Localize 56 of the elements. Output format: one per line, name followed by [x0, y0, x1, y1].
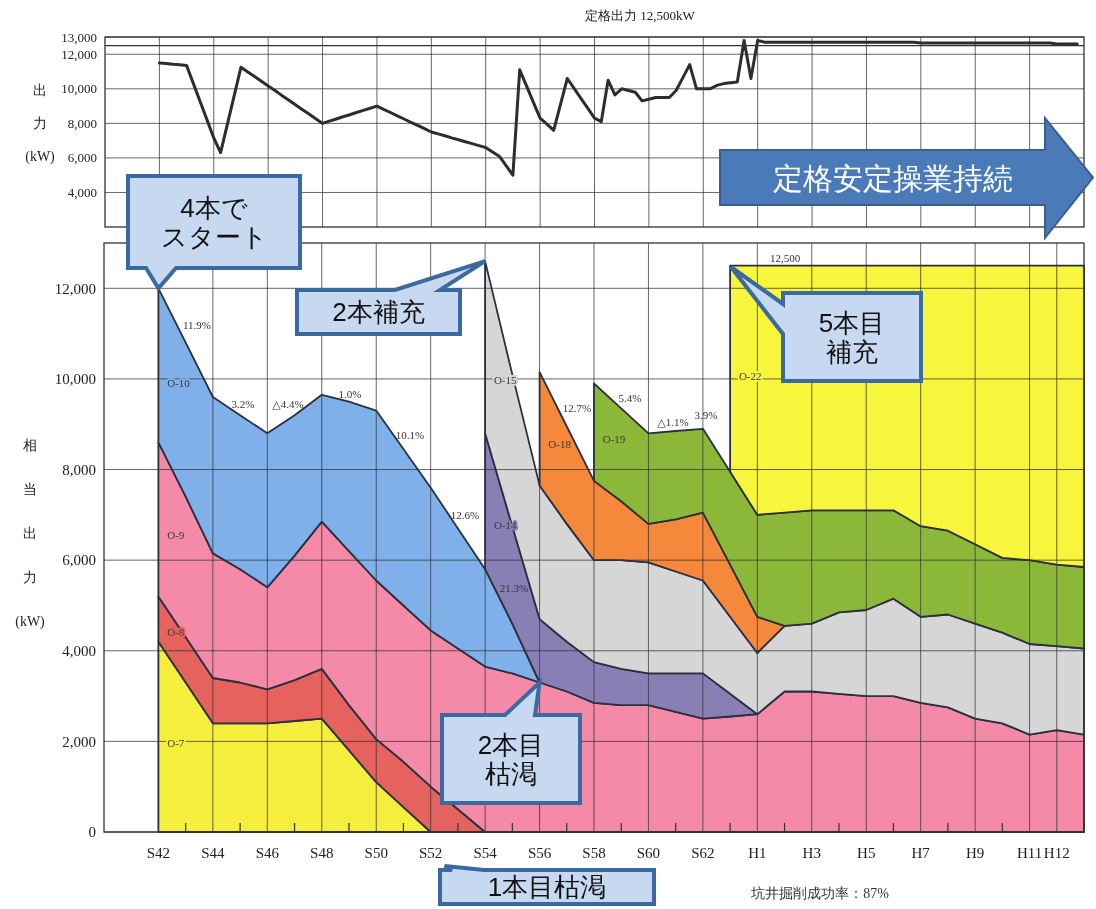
annotation: 2本補充 [332, 297, 425, 328]
x-tick-label: S56 [527, 845, 552, 861]
x-tick-label: H11 [1016, 845, 1043, 861]
y-tick-label: 12,000 [54, 280, 96, 297]
x-tick-label: S44 [201, 845, 226, 861]
chart-title: 定格出力 12,500kW [585, 8, 696, 23]
annotation: 12,500 [769, 252, 801, 264]
y-tick-label: 6,000 [67, 150, 97, 166]
annotation: 5本目補充 [818, 308, 886, 367]
x-tick-label: S58 [582, 845, 606, 861]
annotation: 21.3% [499, 582, 529, 594]
x-tick-label: S60 [636, 845, 661, 861]
x-tick-label: S50 [364, 845, 388, 861]
series-label: O-10 [167, 376, 191, 389]
text: 相当出力(kW) [15, 438, 45, 629]
y-tick-label: 8,000 [62, 461, 96, 478]
x-tick-label: H9 [965, 845, 985, 861]
text: 坑井掘削成功率：87% [750, 886, 890, 901]
annotation: 10.1% [395, 429, 425, 441]
annotation: 11.9% [182, 319, 212, 331]
y-tick-label: 4,000 [62, 643, 96, 660]
x-tick-label: H1 [748, 845, 767, 861]
y-tick-label: 10,000 [61, 81, 97, 97]
annotation: △4.4% [272, 398, 304, 410]
annotation: 12.6% [450, 509, 480, 521]
x-tick-label: S54 [473, 845, 498, 861]
annotation: 3.9% [694, 409, 718, 421]
x-tick-label: H5 [857, 845, 876, 861]
x-tick-label: S62 [691, 845, 715, 861]
x-tick-label: S52 [418, 845, 443, 861]
y-tick-label: 10,000 [54, 371, 96, 388]
annotation: 12.7% [562, 402, 592, 414]
annotation: 3.2% [231, 398, 255, 410]
y-tick-label: 8,000 [67, 115, 97, 131]
x-tick-label: S48 [310, 845, 334, 861]
y-tick-label: 4,000 [67, 185, 97, 200]
y-tick-label: 13,000 [61, 29, 97, 45]
x-tick-label: S46 [255, 845, 280, 861]
x-tick-label: H3 [802, 845, 821, 861]
annotation: △1.1% [657, 416, 689, 428]
annotation: 1本目枯渇 [487, 872, 607, 903]
y-tick-label: 0 [88, 824, 96, 841]
y-tick-label: 6,000 [62, 552, 96, 569]
annotation: 定格安定操業持続 [772, 161, 1013, 195]
y-tick-label: 2,000 [62, 733, 96, 750]
series-label: O-18 [548, 437, 572, 450]
text: 出力(kW) [25, 83, 55, 164]
x-tick-label: S42 [146, 845, 171, 861]
series-label: O-9 [167, 528, 185, 541]
annotation: 2本目枯渇 [477, 730, 545, 789]
annotation: 5.4% [618, 392, 642, 404]
x-tick-label: H7 [911, 845, 931, 861]
series-label: O-19 [602, 433, 626, 446]
x-tick-label: H12 [1043, 845, 1070, 861]
annotation: 1.0% [338, 388, 362, 400]
y-tick-label: 12,000 [61, 46, 97, 62]
